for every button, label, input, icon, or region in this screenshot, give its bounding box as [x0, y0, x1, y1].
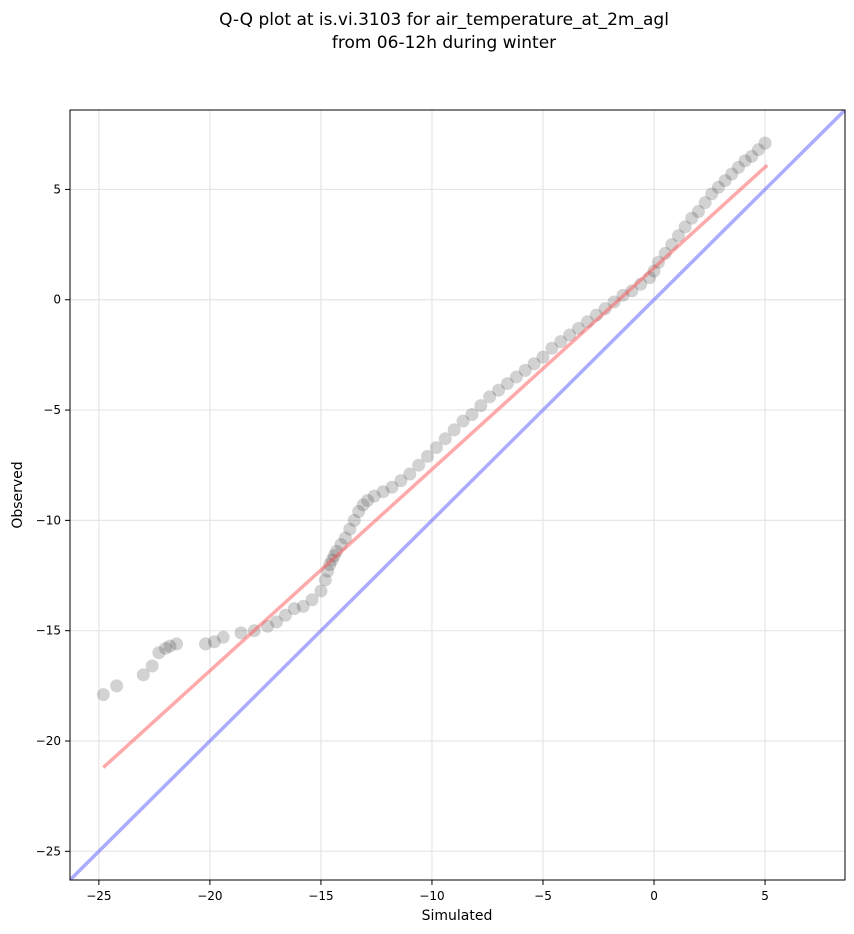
quantile-point: [163, 639, 177, 653]
quantile-point: [158, 641, 172, 655]
quantile-point: [376, 485, 390, 499]
x-tick-label: −15: [308, 889, 333, 903]
x-tick-label: −25: [86, 889, 111, 903]
quantile-point: [338, 531, 352, 545]
quantile-point: [671, 229, 685, 243]
quantile-point: [678, 220, 692, 234]
quantile-point: [625, 284, 639, 298]
quantile-point: [296, 599, 310, 613]
quantile-point: [685, 211, 699, 225]
y-tick-label: −25: [36, 844, 61, 858]
quantile-point: [483, 390, 497, 404]
quantile-point: [691, 204, 705, 218]
quantile-point: [438, 432, 452, 446]
reference-lines: [70, 110, 845, 880]
x-axis-ticks: −25 −20 −15 −10 −5 0 5: [86, 880, 769, 903]
y-tick-label: −5: [43, 403, 61, 417]
grid-lines: [70, 110, 845, 880]
quantile-point: [216, 630, 230, 644]
quantile-point: [314, 584, 328, 598]
quantile-point: [711, 180, 725, 194]
quantile-point: [207, 635, 221, 649]
y-tick-label: 5: [53, 182, 61, 196]
x-tick-label: −20: [197, 889, 222, 903]
quantile-point: [170, 637, 184, 651]
quantile-point: [136, 668, 150, 682]
quantile-point: [287, 602, 301, 616]
quantile-point: [352, 505, 366, 519]
quantile-point: [465, 407, 479, 421]
quantile-point: [356, 498, 370, 512]
quantile-point: [563, 328, 577, 342]
quantile-point: [110, 679, 124, 693]
y-tick-label: −15: [36, 624, 61, 638]
quantile-points: [96, 136, 772, 702]
quantile-point: [385, 480, 399, 494]
regression-fit-line: [102, 163, 769, 769]
quantile-point: [758, 136, 772, 150]
y-tick-label: −20: [36, 734, 61, 748]
quantile-point: [731, 160, 745, 174]
quantile-point: [536, 350, 550, 364]
quantile-point: [421, 449, 435, 463]
quantile-point: [343, 522, 357, 536]
y-axis-ticks: −25 −20 −15 −10 −5 0 5: [36, 182, 70, 858]
quantile-point: [403, 467, 417, 481]
chart-subtitle: from 06-12h during winter: [332, 33, 556, 53]
quantile-point: [318, 573, 332, 587]
quantile-point: [429, 441, 443, 455]
quantile-point: [412, 458, 426, 472]
quantile-point: [367, 489, 381, 503]
quantile-point: [598, 302, 612, 316]
quantile-point: [456, 414, 470, 428]
quantile-point: [474, 399, 488, 413]
quantile-point: [96, 688, 110, 702]
x-tick-label: −10: [419, 889, 444, 903]
quantile-point: [698, 196, 712, 210]
quantile-point: [145, 659, 159, 673]
x-tick-label: −5: [534, 889, 552, 903]
quantile-point: [705, 187, 719, 201]
quantile-point: [738, 154, 752, 168]
plot-frame: [69, 109, 846, 881]
quantile-point: [198, 637, 212, 651]
quantile-point: [492, 383, 506, 397]
x-axis-label: Simulated: [422, 908, 493, 924]
quantile-point: [518, 363, 532, 377]
quantile-point: [152, 646, 166, 660]
quantile-point: [500, 377, 514, 391]
y-tick-label: −10: [36, 513, 61, 527]
quantile-point: [447, 423, 461, 437]
y-tick-label: 0: [53, 293, 61, 307]
quantile-point: [647, 264, 661, 278]
quantile-point: [745, 149, 759, 163]
quantile-point: [527, 357, 541, 371]
identity-line: [70, 110, 845, 880]
x-tick-label: 0: [650, 889, 658, 903]
quantile-point: [718, 174, 732, 188]
quantile-point: [234, 626, 248, 640]
quantile-point: [361, 494, 375, 508]
chart-title: Q-Q plot at is.vi.3103 for air_temperatu…: [219, 10, 669, 30]
quantile-point: [347, 513, 361, 527]
quantile-point: [545, 341, 559, 355]
x-tick-label: 5: [761, 889, 769, 903]
quantile-point: [270, 615, 284, 629]
quantile-point: [751, 143, 765, 157]
quantile-point: [554, 335, 568, 349]
quantile-point: [509, 370, 523, 384]
y-axis-label: Observed: [10, 461, 26, 528]
quantile-point: [394, 474, 408, 488]
quantile-point: [305, 593, 319, 607]
quantile-point: [725, 167, 739, 181]
quantile-point: [278, 608, 292, 622]
